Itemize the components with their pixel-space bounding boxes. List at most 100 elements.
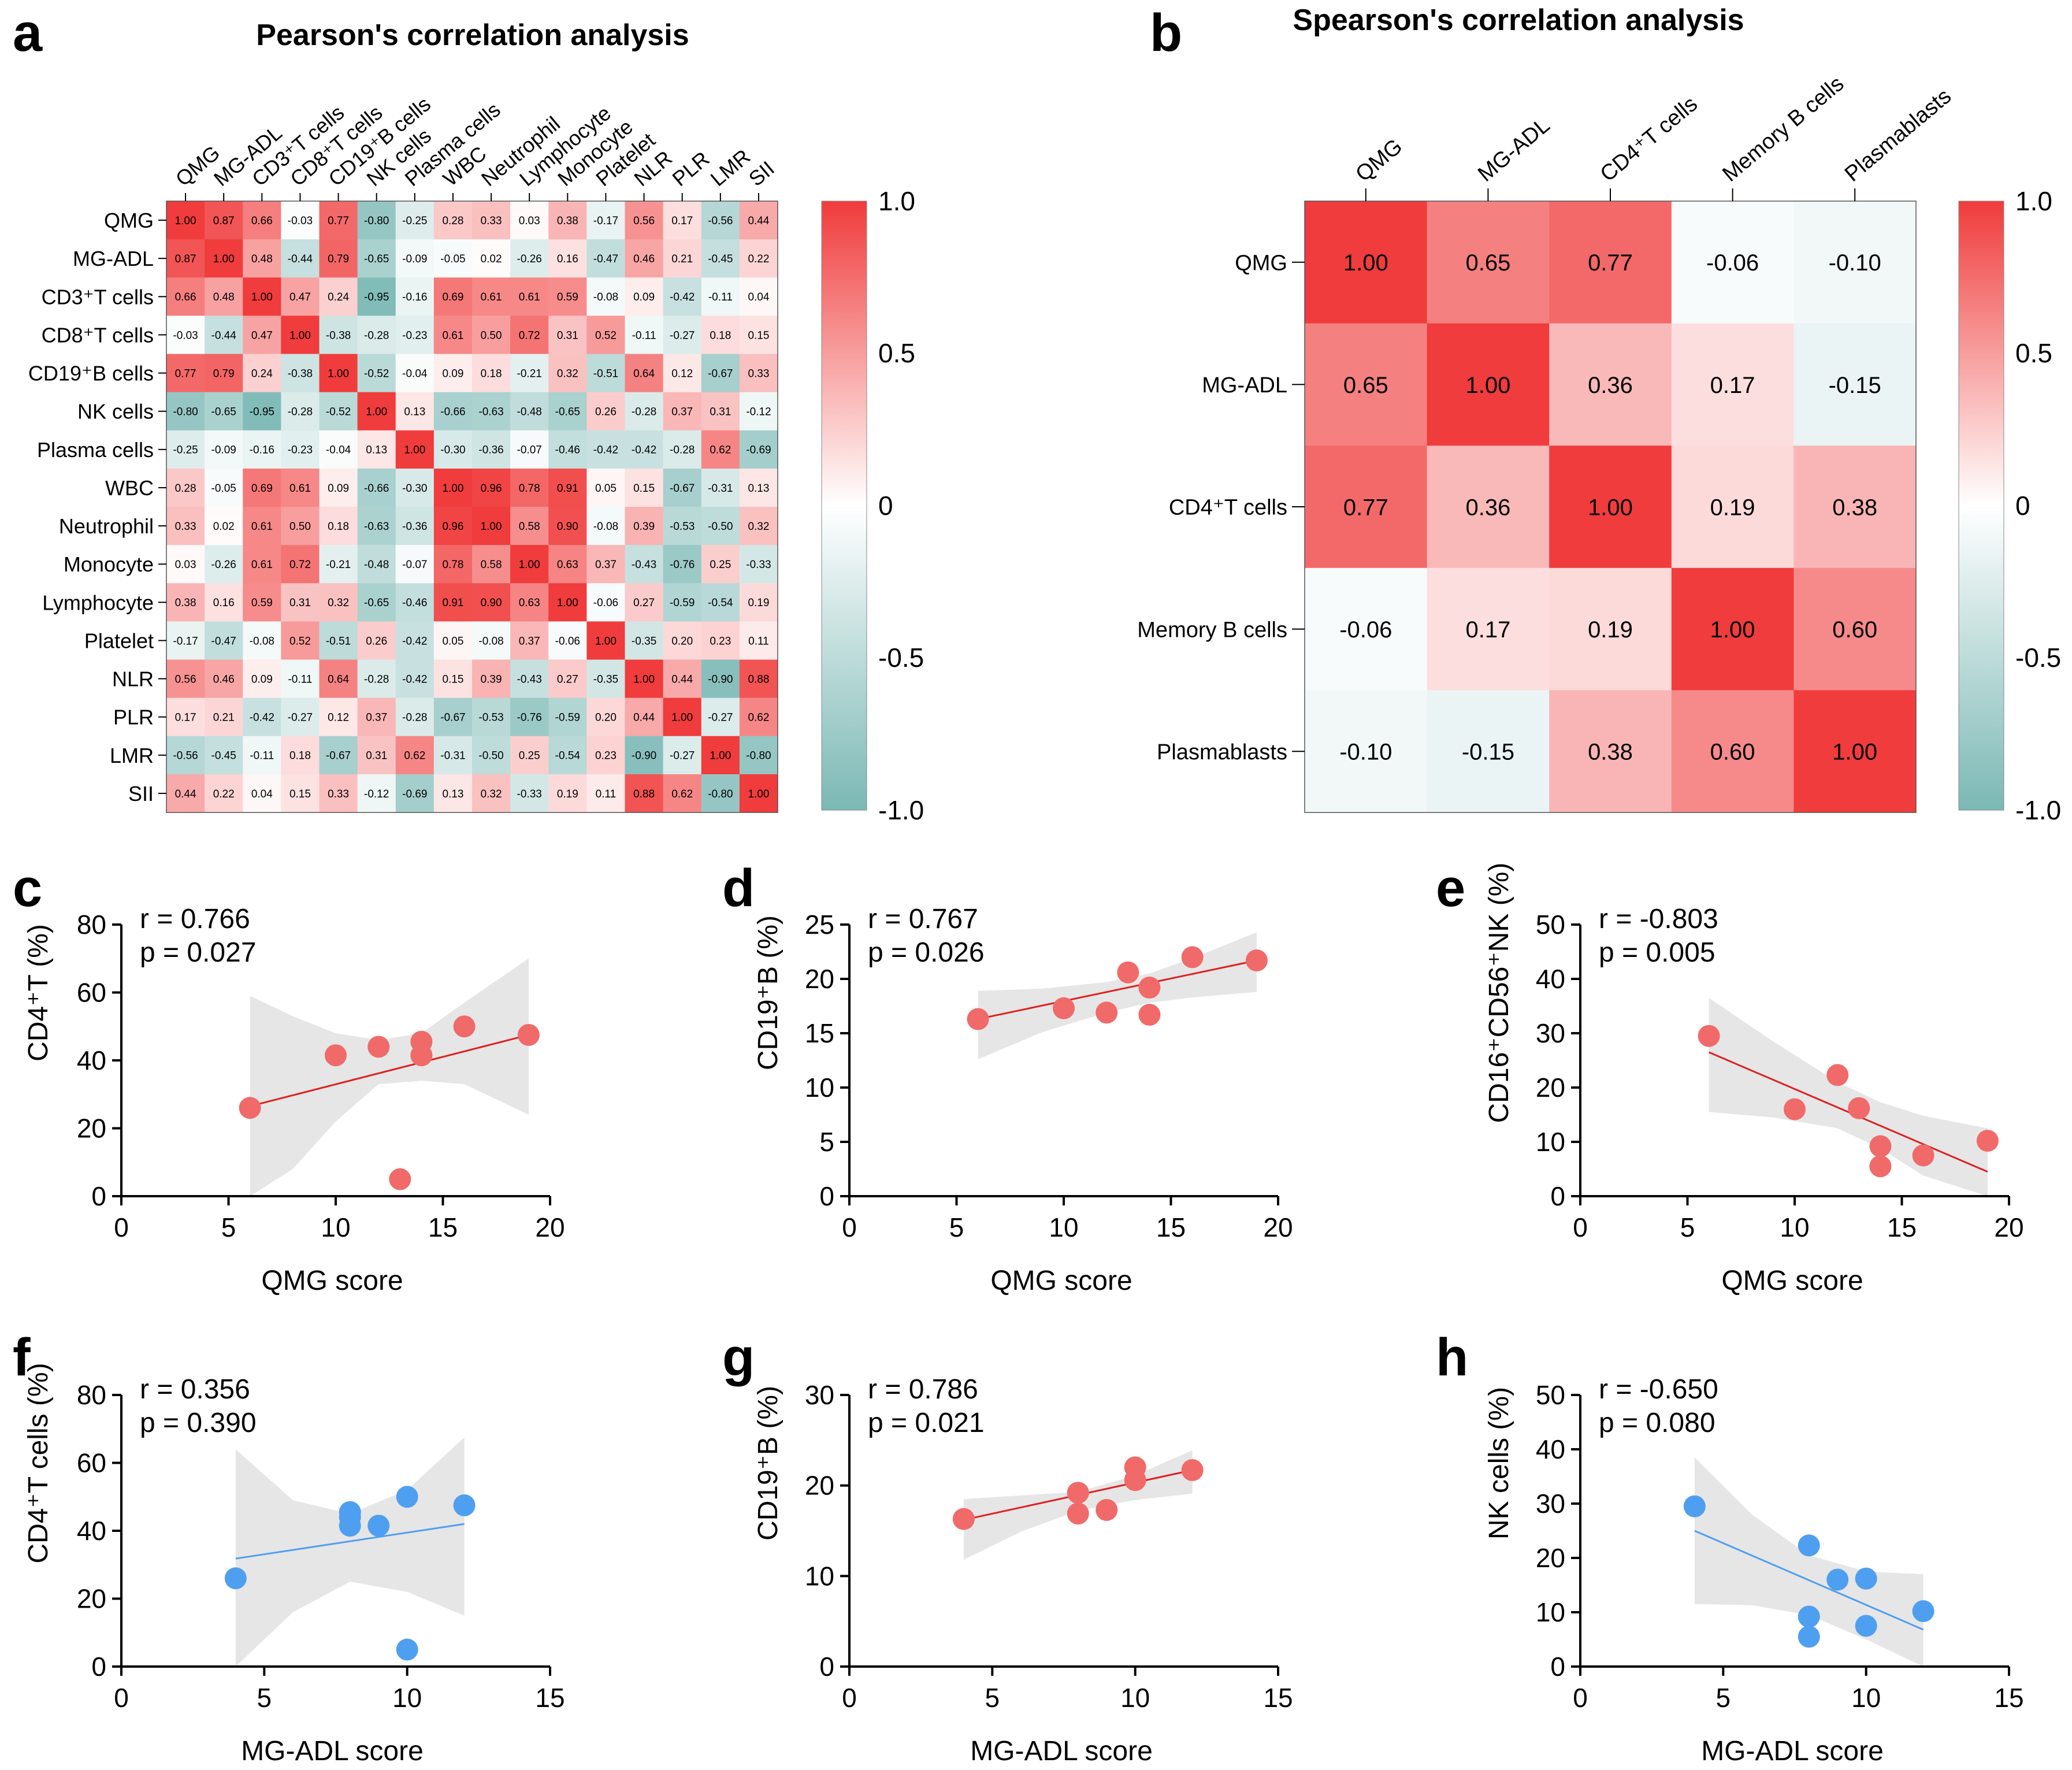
- heatmap-value: -0.06: [593, 597, 618, 609]
- colorbar-b-tick: 0.5: [2015, 338, 2052, 368]
- heatmap-value: 0.44: [175, 788, 196, 800]
- heatmap-cell: [433, 354, 473, 393]
- x-tick-label: 5: [949, 1212, 964, 1242]
- heatmap-value: 0.39: [481, 673, 502, 685]
- heatmap-value: 0.02: [481, 253, 502, 265]
- heatmap-cell: [701, 697, 740, 737]
- heatmap-cell: [205, 354, 243, 393]
- heatmap-cell: [395, 583, 435, 622]
- heatmap-value: 0.27: [633, 597, 655, 609]
- y-tick-label: 20: [77, 1114, 106, 1144]
- heatmap-cell: [586, 201, 625, 240]
- heatmap-value: -0.66: [364, 483, 389, 495]
- confidence-band: [978, 932, 1257, 1060]
- y-tick-label: 80: [77, 910, 106, 940]
- heatmap-value: -0.67: [670, 483, 695, 495]
- heatmap-cell: [701, 659, 740, 699]
- heatmap-value: -0.52: [326, 406, 351, 418]
- heatmap-row-label: Plasma cells: [37, 438, 154, 462]
- panel-c-r: r = 0.766: [140, 904, 250, 934]
- heatmap-value: 0.15: [748, 329, 769, 342]
- heatmap-cell: [625, 507, 664, 546]
- heatmap-cell: [1427, 446, 1550, 569]
- heatmap-value: -0.36: [478, 444, 503, 457]
- heatmap-value: 0.79: [328, 253, 349, 265]
- heatmap-cell: [548, 239, 587, 278]
- heatmap-cell: [586, 583, 625, 622]
- heatmap-cell: [548, 621, 587, 660]
- heatmap-value: 0.78: [442, 559, 463, 571]
- heatmap-cell: [625, 697, 664, 737]
- heatmap-value: -0.59: [670, 597, 695, 609]
- heatmap-border: [166, 201, 778, 813]
- heatmap-cell: [701, 545, 740, 584]
- heatmap-cell: [357, 468, 396, 507]
- heatmap-value: 0.88: [748, 673, 769, 685]
- heatmap-value: -0.56: [173, 750, 198, 762]
- heatmap-value: -0.27: [708, 712, 733, 724]
- y-tick-label: 25: [805, 910, 834, 940]
- x-tick-label: 20: [1994, 1212, 2023, 1242]
- heatmap-row-label: MG-ADL: [1202, 373, 1287, 398]
- heatmap-value: 0.33: [481, 215, 502, 227]
- heatmap-cell: [319, 277, 358, 316]
- heatmap-cell: [472, 545, 511, 584]
- heatmap-value: 0.27: [557, 673, 578, 685]
- heatmap-value: 0.21: [213, 712, 235, 724]
- heatmap-cell: [166, 507, 205, 546]
- heatmap-value: 0.31: [366, 750, 387, 762]
- heatmap-cell: [510, 507, 549, 546]
- heatmap-cell: [625, 430, 664, 469]
- heatmap-value: 0.44: [671, 673, 693, 685]
- heatmap-cell: [395, 507, 435, 546]
- y-tick-label: 10: [805, 1073, 834, 1103]
- heatmap-value: 0.13: [748, 483, 769, 495]
- heatmap-value: 0.04: [748, 291, 769, 303]
- heatmap-cell: [472, 239, 511, 278]
- heatmap-cell: [205, 697, 243, 737]
- y-tick-label: 80: [77, 1380, 106, 1410]
- heatmap-value: 0.21: [671, 253, 693, 265]
- heatmap-cell: [433, 583, 473, 622]
- heatmap-value: 0.90: [557, 521, 578, 533]
- heatmap-cell: [625, 736, 664, 775]
- heatmap-cell: [663, 316, 702, 354]
- heatmap-cell: [510, 697, 549, 737]
- heatmap-cell: [739, 316, 778, 354]
- panel-e-ylabel: CD16⁺CD56⁺NK (%): [1484, 863, 1514, 1123]
- heatmap-value: 0.38: [1588, 740, 1633, 765]
- heatmap-value: 0.62: [671, 788, 693, 800]
- heatmap-value: 0.33: [328, 788, 349, 800]
- data-point: [1117, 961, 1139, 984]
- heatmap-cell: [1793, 323, 1917, 446]
- heatmap-value: -0.11: [708, 291, 733, 303]
- heatmap-value: 0.90: [481, 597, 502, 609]
- heatmap-cell: [395, 392, 435, 431]
- heatmap-value: -0.38: [288, 368, 313, 380]
- heatmap-cell: [243, 468, 281, 507]
- heatmap-value: 0.36: [1588, 373, 1633, 398]
- heatmap-cell: [701, 277, 740, 316]
- heatmap-value: -0.07: [517, 444, 542, 457]
- heatmap-value: 0.18: [289, 750, 311, 762]
- panel-g-p: p = 0.021: [868, 1408, 985, 1438]
- heatmap-cell: [510, 392, 549, 431]
- heatmap-value: -0.09: [402, 253, 427, 265]
- x-tick-label: 5: [1716, 1683, 1731, 1713]
- colorbar-a: 1.0 0.5 0 -0.5 -1.0: [821, 186, 924, 825]
- heatmap-value: -0.45: [708, 253, 733, 265]
- heatmap-col-label: CD4⁺T cells: [1596, 92, 1702, 187]
- heatmap-cell: [510, 545, 549, 584]
- y-tick-label: 20: [1536, 1073, 1565, 1103]
- x-tick-label: 0: [1573, 1212, 1588, 1242]
- heatmap-value: -0.33: [746, 559, 771, 571]
- heatmap-value: 0.18: [328, 521, 349, 533]
- heatmap-cell: [319, 621, 358, 660]
- confidence-band: [250, 958, 529, 1196]
- panel-f-p: p = 0.390: [140, 1408, 257, 1438]
- heatmap-col-label: Memory B cells: [1718, 72, 1848, 187]
- heatmap-value: 0.63: [557, 559, 578, 571]
- heatmap-value: -0.23: [402, 329, 427, 342]
- heatmap-value: 0.61: [519, 291, 540, 303]
- heatmap-value: -0.50: [478, 750, 503, 762]
